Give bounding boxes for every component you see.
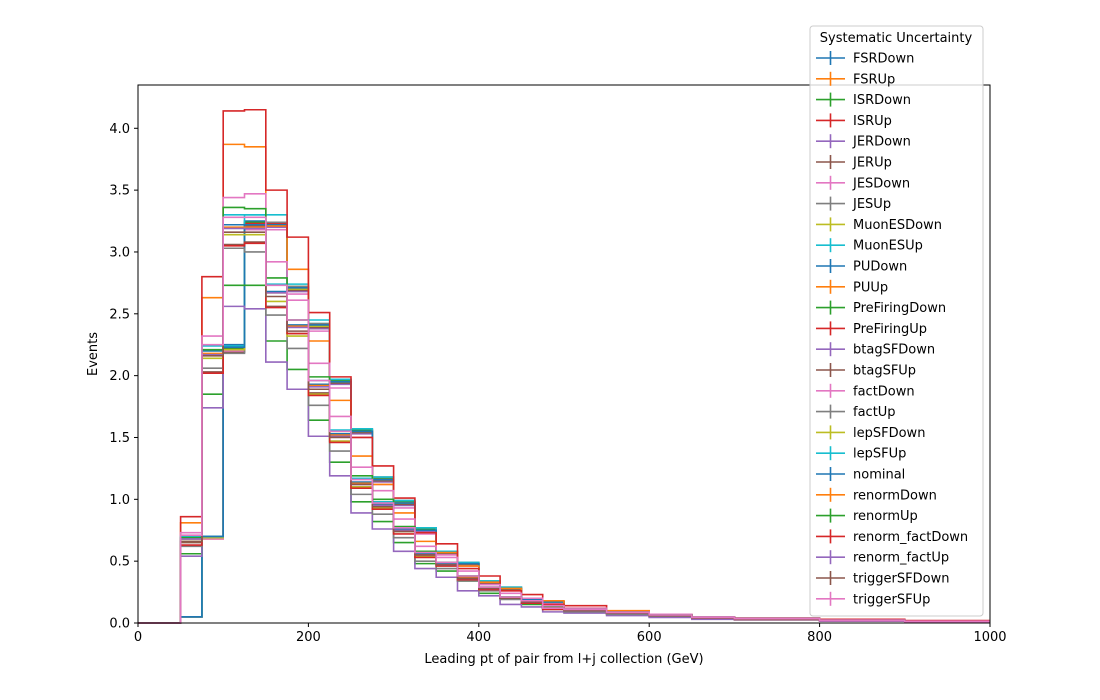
- x-tick-label: 400: [466, 630, 491, 645]
- legend-label-muonesup: MuonESUp: [853, 239, 923, 254]
- legend-entry-lepsfdown: lepSFDown: [816, 425, 925, 441]
- legend-label-fsrdown: FSRDown: [853, 52, 914, 67]
- legend-label-btagsfdown: btagSFDown: [853, 343, 935, 358]
- legend-label-jerup: JERUp: [852, 156, 892, 171]
- legend-label-renorm-factup: renorm_factUp: [853, 551, 949, 566]
- y-tick-label: 3.0: [109, 245, 130, 260]
- legend-entry-renormdown: renormDown: [816, 487, 937, 503]
- legend-label-isrdown: ISRDown: [853, 93, 911, 108]
- x-tick-label: 200: [296, 630, 321, 645]
- legend-box: [809, 25, 984, 617]
- legend-title: Systematic Uncertainty: [820, 31, 973, 46]
- x-axis-ticks: 0 200 400 600 800 1000: [134, 623, 1007, 645]
- legend-label-muonesdown: MuonESDown: [853, 218, 942, 233]
- legend-entry-factup: factUp: [816, 404, 896, 420]
- y-tick-label: 2.0: [109, 369, 130, 384]
- legend-entry-puup: PUUp: [816, 279, 888, 295]
- legend-label-jesdown: JESDown: [852, 176, 910, 191]
- legend-label-fsrup: FSRUp: [853, 72, 895, 87]
- y-tick-label: 0.0: [109, 617, 130, 632]
- legend-entry-lepsfup: lepSFUp: [816, 446, 906, 462]
- legend-entry-fsrdown: FSRDown: [816, 51, 914, 67]
- legend-label-jerdown: JERDown: [852, 135, 911, 150]
- series-line-triggersfup: [138, 216, 990, 624]
- legend-label-lepsfdown: lepSFDown: [853, 426, 925, 441]
- legend-entry-prefiringup: PreFiringUp: [816, 321, 927, 337]
- legend-entry-fsrup: FSRUp: [816, 71, 895, 87]
- x-tick-label: 1000: [973, 630, 1006, 645]
- legend-entries: FSRDown FSRUp ISRDown ISRUp JERDown JERUp JESD…: [816, 51, 968, 607]
- legend-label-prefiringdown: PreFiringDown: [853, 301, 946, 316]
- legend-entry-triggersfup: triggerSFUp: [816, 591, 930, 607]
- legend-entry-prefiringdown: PreFiringDown: [816, 300, 946, 316]
- legend-label-renorm-factdown: renorm_factDown: [853, 530, 968, 545]
- x-tick-label: 800: [807, 630, 832, 645]
- legend-label-triggersfup: triggerSFUp: [853, 592, 930, 607]
- legend: Systematic Uncertainty FSRDown FSRUp ISRDo…: [809, 25, 984, 617]
- legend-label-jesup: JESUp: [852, 197, 891, 212]
- legend-label-factdown: factDown: [853, 384, 915, 399]
- legend-entry-muonesdown: MuonESDown: [816, 217, 942, 233]
- legend-entry-factdown: factDown: [816, 383, 915, 399]
- legend-entry-renorm-factdown: renorm_factDown: [816, 529, 968, 545]
- y-axis-ticks: 0.0 0.5 1.0 1.5 2.0 2.5 3.0 3.5 4.0: [109, 122, 138, 632]
- plot-frame: [137, 84, 991, 624]
- legend-label-factup: factUp: [853, 405, 896, 420]
- legend-entry-jesup: JESUp: [816, 196, 891, 212]
- y-tick-label: 1.5: [109, 431, 130, 446]
- legend-entry-muonesup: MuonESUp: [816, 238, 923, 254]
- legend-entry-btagsfup: btagSFUp: [816, 363, 916, 379]
- legend-entry-isrdown: ISRDown: [816, 92, 911, 108]
- legend-entry-jesdown: JESDown: [816, 175, 910, 191]
- x-axis-label: Leading pt of pair from l+j collection (…: [424, 652, 703, 667]
- x-tick-label: 0: [134, 630, 142, 645]
- x-tick-label: 600: [637, 630, 662, 645]
- legend-label-puup: PUUp: [853, 280, 888, 295]
- legend-entry-pudown: PUDown: [816, 259, 907, 275]
- y-tick-label: 1.0: [109, 493, 130, 508]
- legend-label-isrup: ISRUp: [853, 114, 892, 129]
- legend-label-triggersfdown: triggerSFDown: [853, 572, 949, 587]
- legend-label-prefiringup: PreFiringUp: [853, 322, 927, 337]
- y-tick-label: 2.5: [109, 307, 130, 322]
- legend-entry-jerup: JERUp: [816, 155, 892, 171]
- legend-label-renormup: renormUp: [853, 509, 918, 524]
- legend-entry-btagsfdown: btagSFDown: [816, 342, 935, 358]
- legend-entry-triggersfdown: triggerSFDown: [816, 571, 949, 587]
- legend-entry-jerdown: JERDown: [816, 134, 911, 150]
- legend-label-btagsfup: btagSFUp: [853, 364, 916, 379]
- y-tick-label: 4.0: [109, 122, 130, 137]
- y-tick-label: 0.5: [109, 555, 130, 570]
- y-axis-label: Events: [86, 332, 101, 376]
- legend-label-renormdown: renormDown: [853, 488, 937, 503]
- legend-label-nominal: nominal: [853, 468, 905, 483]
- legend-entry-renormup: renormUp: [816, 508, 918, 524]
- legend-label-lepsfup: lepSFUp: [853, 447, 906, 462]
- y-tick-label: 3.5: [109, 184, 130, 199]
- series-layer: [138, 108, 990, 624]
- legend-entry-isrup: ISRUp: [816, 113, 892, 129]
- legend-entry-renorm-factup: renorm_factUp: [816, 550, 949, 566]
- legend-entry-nominal: nominal: [816, 467, 905, 483]
- legend-label-pudown: PUDown: [853, 260, 907, 275]
